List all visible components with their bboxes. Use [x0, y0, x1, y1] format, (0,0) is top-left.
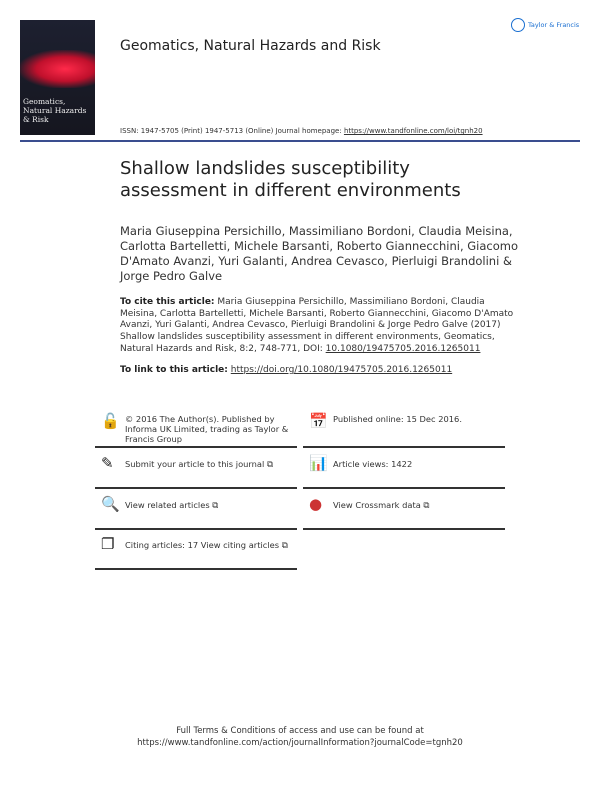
doi-link[interactable]: 10.1080/19475705.2016.1265011 [325, 343, 481, 354]
cite-text: Maria Giuseppina Persichillo, Massimilia… [120, 297, 514, 354]
views-text: Article views: 1422 [333, 459, 413, 469]
open-access-info: 🔓 © 2016 The Author(s). Published by Info… [95, 412, 297, 448]
open-access-icon: 🔓 [101, 412, 120, 430]
cover-title: Geomatics, Natural Hazards & Risk [23, 97, 87, 124]
citation: To cite this article: Maria Giuseppina P… [120, 297, 520, 356]
crossmark-text: View Crossmark data ⧉ [333, 500, 430, 510]
citing-articles-link[interactable]: ❐ Citing articles: 17 View citing article… [95, 535, 297, 570]
logo-text: Taylor & Francis [528, 21, 580, 29]
footer: Full Terms & Conditions of access and us… [0, 725, 600, 749]
link-label: To link to this article: [120, 365, 228, 375]
document-search-icon: 🔍 [101, 495, 120, 513]
calendar-icon: 📅 [309, 412, 328, 430]
edit-icon: ✎ [101, 454, 114, 472]
taylor-francis-logo-icon [511, 18, 525, 32]
related-text: View related articles ⧉ [125, 500, 219, 510]
article-link-line: To link to this article: https://doi.org… [120, 365, 452, 375]
publisher-logo: Taylor & Francis [511, 18, 579, 32]
article-authors: Maria Giuseppina Persichillo, Massimilia… [120, 224, 519, 283]
article-title: Shallow landslides susceptibility assess… [120, 158, 461, 201]
published-date: Published online: 15 Dec 2016. [333, 414, 462, 424]
journal-cover-image: Geomatics, Natural Hazards & Risk [20, 20, 95, 135]
citing-articles-icon: ❐ [101, 535, 115, 553]
journal-name: Geomatics, Natural Hazards and Risk [120, 38, 381, 54]
article-url-link[interactable]: https://doi.org/10.1080/19475705.2016.12… [230, 365, 453, 375]
footer-line1: Full Terms & Conditions of access and us… [176, 726, 424, 736]
copyright-text: © 2016 The Author(s). Published by Infor… [125, 414, 289, 444]
crossmark-link[interactable]: ● View Crossmark data ⧉ [303, 495, 505, 530]
footer-terms-url[interactable]: https://www.tandfonline.com/action/journ… [137, 738, 463, 748]
published-online-info: 📅 Published online: 15 Dec 2016. [303, 412, 505, 448]
header-divider [20, 140, 580, 142]
cover-art [20, 50, 95, 88]
submit-text: Submit your article to this journal ⧉ [125, 459, 273, 469]
crossmark-icon: ● [309, 495, 323, 513]
journal-homepage-link[interactable]: https://www.tandfonline.com/loi/tgnh20 [343, 127, 483, 135]
related-articles-link[interactable]: 🔍 View related articles ⧉ [95, 495, 297, 530]
cite-label: To cite this article: [120, 297, 215, 307]
bar-chart-icon: 📊 [309, 454, 328, 472]
citing-text: Citing articles: 17 View citing articles… [125, 540, 288, 550]
article-views: 📊 Article views: 1422 [303, 454, 505, 489]
issn-text: ISSN: 1947-5705 (Print) 1947-5713 (Onlin… [120, 127, 344, 135]
issn-line: ISSN: 1947-5705 (Print) 1947-5713 (Onlin… [120, 127, 483, 135]
submit-article-link[interactable]: ✎ Submit your article to this journal ⧉ [95, 454, 297, 489]
